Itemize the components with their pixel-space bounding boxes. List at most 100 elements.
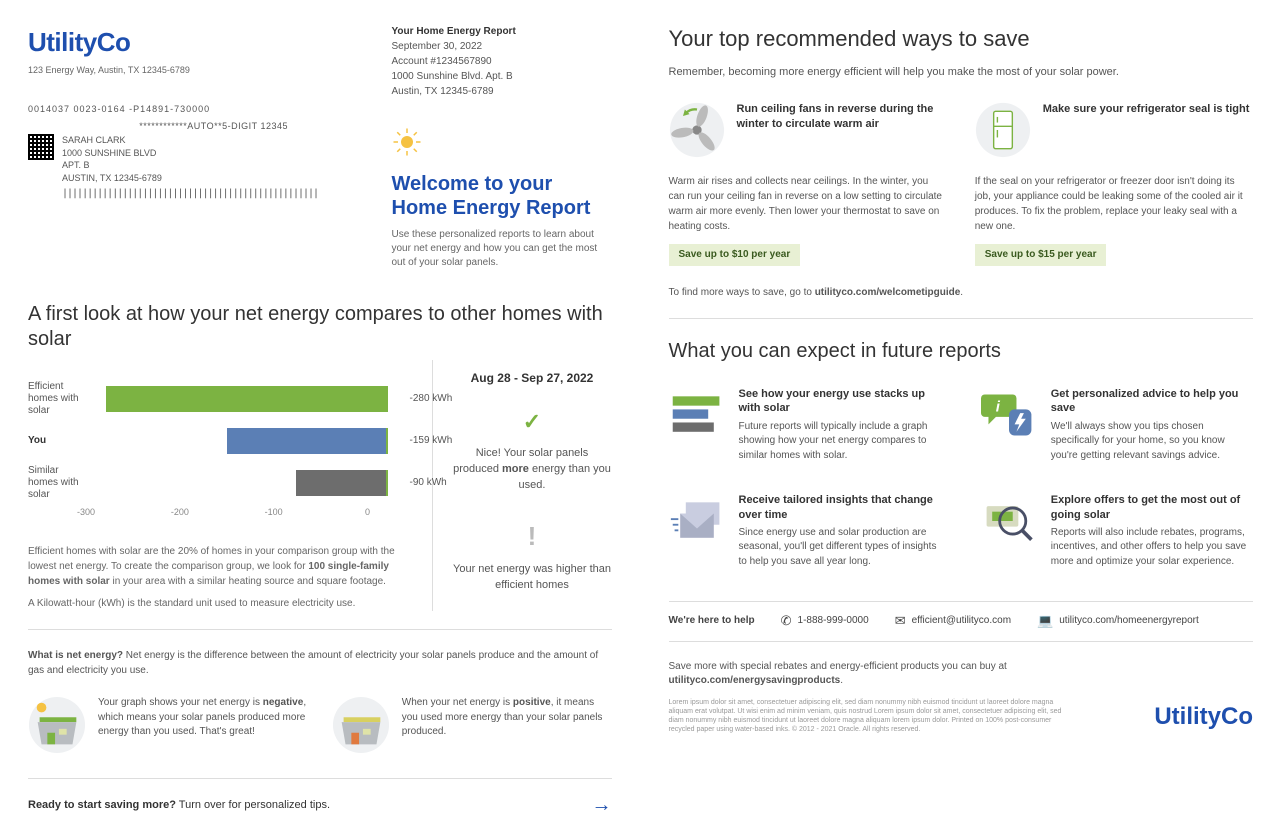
future-item-title: See how your energy use stacks up with s… — [739, 387, 941, 416]
recipient-addr3: AUSTIN, TX 12345-6789 — [62, 172, 162, 185]
bars-icon — [669, 387, 725, 443]
report-title: Your Home Energy Report — [392, 24, 612, 39]
axis-tick: -100 — [265, 506, 283, 519]
future-item: i Get personalized advice to help you sa… — [981, 387, 1253, 463]
header: UtilityCo 123 Energy Way, Austin, TX 123… — [28, 24, 612, 270]
chart-bar-value: -159 kWh — [410, 434, 460, 448]
future-grid: See how your energy use stacks up with s… — [669, 387, 1254, 569]
chart-bar-value: -90 kWh — [410, 476, 460, 490]
magnifier-cash-icon — [981, 493, 1037, 549]
house-positive-icon — [332, 696, 390, 754]
email-icon: ✉ — [895, 612, 906, 630]
chart-footnote-1: Efficient homes with solar are the 20% o… — [28, 544, 408, 589]
future-item: Receive tailored insights that change ov… — [669, 493, 941, 569]
tip-item: Make sure your refrigerator seal is tigh… — [975, 102, 1253, 266]
tips-subtitle: Remember, becoming more energy efficient… — [669, 65, 1254, 80]
footer-note: Save more with special rebates and energ… — [669, 660, 1155, 688]
more-ways-text: To find more ways to save, go to utility… — [669, 286, 1254, 300]
future-item: Explore offers to get the most out of go… — [981, 493, 1253, 569]
tips-row: Run ceiling fans in reverse during the w… — [669, 102, 1254, 266]
welcome-title: Welcome to yourHome Energy Report — [392, 172, 612, 220]
axis-tick: -200 — [171, 506, 189, 519]
postal-barcode: ||||||||||||||||||||||||||||||||||||||||… — [62, 187, 318, 201]
save-badge: Save up to $10 per year — [669, 244, 801, 266]
ceiling-fan-icon — [669, 102, 725, 158]
ready-row: Ready to start saving more? Turn over fo… — [28, 778, 612, 819]
report-addr1: 1000 Sunshine Blvd. Apt. B — [392, 69, 612, 84]
tips-title: Your top recommended ways to save — [669, 24, 1254, 55]
net-energy-examples: Your graph shows your net energy is nega… — [28, 696, 612, 754]
compare-section: Efficient homes with solar -280 kWh You -15… — [28, 360, 612, 611]
phone-icon: ✆ — [781, 612, 792, 630]
net-positive-text: When your net energy is positive, it mea… — [402, 696, 612, 740]
chart-row-label: Similar homes with solar — [28, 465, 86, 501]
mailing-codes: 0014037 0023-0164 -P14891-730000 — [28, 103, 318, 116]
chat-bolt-icon: i — [981, 387, 1037, 443]
net-negative-text: Your graph shows your net energy is nega… — [98, 696, 308, 740]
house-negative-icon — [28, 696, 86, 754]
tip-body: If the seal on your refrigerator or free… — [975, 174, 1253, 234]
divider — [28, 629, 612, 630]
status-positive: Nice! Your solar panels produced more en… — [453, 446, 612, 494]
help-email: ✉efficient@utilityco.com — [895, 612, 1011, 630]
future-item-body: Reports will also include rebates, progr… — [1051, 526, 1253, 570]
help-bar: We're here to help ✆1-888-999-0000 ✉effi… — [669, 601, 1254, 641]
report-account: Account #1234567890 — [392, 54, 612, 69]
qr-code-icon — [28, 134, 54, 160]
future-title: What you can expect in future reports — [669, 337, 1254, 365]
future-item-body: We'll always show you tips chosen specif… — [1051, 420, 1253, 464]
header-right: Your Home Energy Report September 30, 20… — [392, 24, 612, 270]
mailing-block: 0014037 0023-0164 -P14891-730000 *******… — [28, 103, 318, 201]
chart-bar — [106, 386, 386, 412]
future-item-body: Since energy use and solar production ar… — [739, 526, 941, 570]
chart-bar — [296, 470, 386, 496]
status-caution: Your net energy was higher than efficien… — [453, 562, 612, 594]
tip-item: Run ceiling fans in reverse during the w… — [669, 102, 947, 266]
recipient-addr1: 1000 SUNSHINE BLVD — [62, 147, 162, 160]
welcome-blurb: Use these personalized reports to learn … — [392, 228, 602, 270]
future-item-title: Get personalized advice to help you save — [1051, 387, 1253, 416]
compare-title: A first look at how your net energy comp… — [28, 302, 612, 352]
report-page-front: UtilityCo 123 Energy Way, Austin, TX 123… — [0, 0, 641, 834]
recipient-name: SARAH CLARK — [62, 134, 162, 147]
help-web: 💻utilityco.com/homeenergyreport — [1037, 612, 1199, 630]
report-page-back: Your top recommended ways to save Rememb… — [641, 0, 1281, 834]
chart-row-label: Efficient homes with solar — [28, 381, 86, 417]
exclamation-icon: ! — [453, 518, 612, 554]
header-left: UtilityCo 123 Energy Way, Austin, TX 123… — [28, 24, 318, 270]
axis-tick: 0 — [365, 506, 370, 519]
future-item-title: Explore offers to get the most out of go… — [1051, 493, 1253, 522]
report-addr2: Austin, TX 12345-6789 — [392, 84, 612, 99]
chart-row-label: You — [28, 435, 86, 447]
ready-text: Ready to start saving more? Turn over fo… — [28, 798, 330, 813]
arrow-right-icon: → — [592, 791, 612, 819]
tip-title: Run ceiling fans in reverse during the w… — [737, 102, 947, 132]
help-phone: ✆1-888-999-0000 — [781, 612, 869, 630]
sun-icon — [392, 127, 422, 157]
date-range: Aug 28 - Sep 27, 2022 — [453, 370, 612, 387]
net-energy-bar-chart: Efficient homes with solar-280 kWhYou-15… — [28, 378, 408, 522]
mailing-auto: ************AUTO**5-DIGIT 12345 — [28, 120, 288, 133]
future-item-body: Future reports will typically include a … — [739, 420, 941, 464]
company-address: 123 Energy Way, Austin, TX 12345-6789 — [28, 64, 318, 77]
save-badge: Save up to $15 per year — [975, 244, 1107, 266]
laptop-icon: 💻 — [1037, 612, 1053, 630]
envelope-lines-icon — [669, 493, 725, 549]
brand-logo: UtilityCo — [28, 24, 318, 60]
refrigerator-icon — [975, 102, 1031, 158]
help-label: We're here to help — [669, 614, 755, 628]
legal-text: Lorem ipsum dolor sit amet, consectetuer… — [669, 698, 1069, 734]
axis-tick: -300 — [77, 506, 95, 519]
report-date: September 30, 2022 — [392, 39, 612, 54]
future-item: See how your energy use stacks up with s… — [669, 387, 941, 463]
brand-logo-footer: UtilityCo — [1154, 700, 1253, 734]
divider — [669, 318, 1254, 319]
chart-footnote-2: A Kilowatt-hour (kWh) is the standard un… — [28, 597, 408, 611]
tip-body: Warm air rises and collects near ceiling… — [669, 174, 947, 234]
future-item-title: Receive tailored insights that change ov… — [739, 493, 941, 522]
chart-bar-value: -280 kWh — [410, 392, 460, 406]
checkmark-icon: ✓ — [453, 407, 612, 438]
tip-title: Make sure your refrigerator seal is tigh… — [1043, 102, 1250, 117]
recipient-addr2: APT. B — [62, 159, 162, 172]
net-energy-explainer: What is net energy? Net energy is the di… — [28, 648, 612, 678]
